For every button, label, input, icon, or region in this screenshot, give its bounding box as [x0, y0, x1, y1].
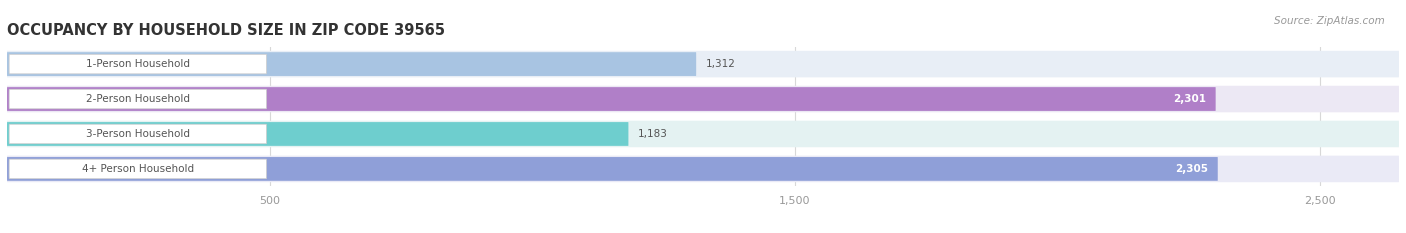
- FancyBboxPatch shape: [7, 86, 1399, 112]
- Text: 2,301: 2,301: [1173, 94, 1206, 104]
- FancyBboxPatch shape: [7, 121, 1399, 147]
- FancyBboxPatch shape: [7, 51, 1399, 77]
- Text: 3-Person Household: 3-Person Household: [86, 129, 190, 139]
- FancyBboxPatch shape: [8, 124, 267, 144]
- Text: 4+ Person Household: 4+ Person Household: [82, 164, 194, 174]
- FancyBboxPatch shape: [8, 89, 267, 109]
- Text: 1-Person Household: 1-Person Household: [86, 59, 190, 69]
- Text: 1,312: 1,312: [706, 59, 735, 69]
- Text: Source: ZipAtlas.com: Source: ZipAtlas.com: [1274, 16, 1385, 26]
- FancyBboxPatch shape: [7, 157, 1218, 181]
- Text: OCCUPANCY BY HOUSEHOLD SIZE IN ZIP CODE 39565: OCCUPANCY BY HOUSEHOLD SIZE IN ZIP CODE …: [7, 24, 446, 38]
- Text: 1,183: 1,183: [638, 129, 668, 139]
- Text: 2,305: 2,305: [1175, 164, 1208, 174]
- Text: 2-Person Household: 2-Person Household: [86, 94, 190, 104]
- FancyBboxPatch shape: [7, 87, 1216, 111]
- FancyBboxPatch shape: [8, 159, 267, 179]
- FancyBboxPatch shape: [7, 52, 696, 76]
- FancyBboxPatch shape: [8, 54, 267, 74]
- FancyBboxPatch shape: [7, 156, 1399, 182]
- FancyBboxPatch shape: [7, 122, 628, 146]
